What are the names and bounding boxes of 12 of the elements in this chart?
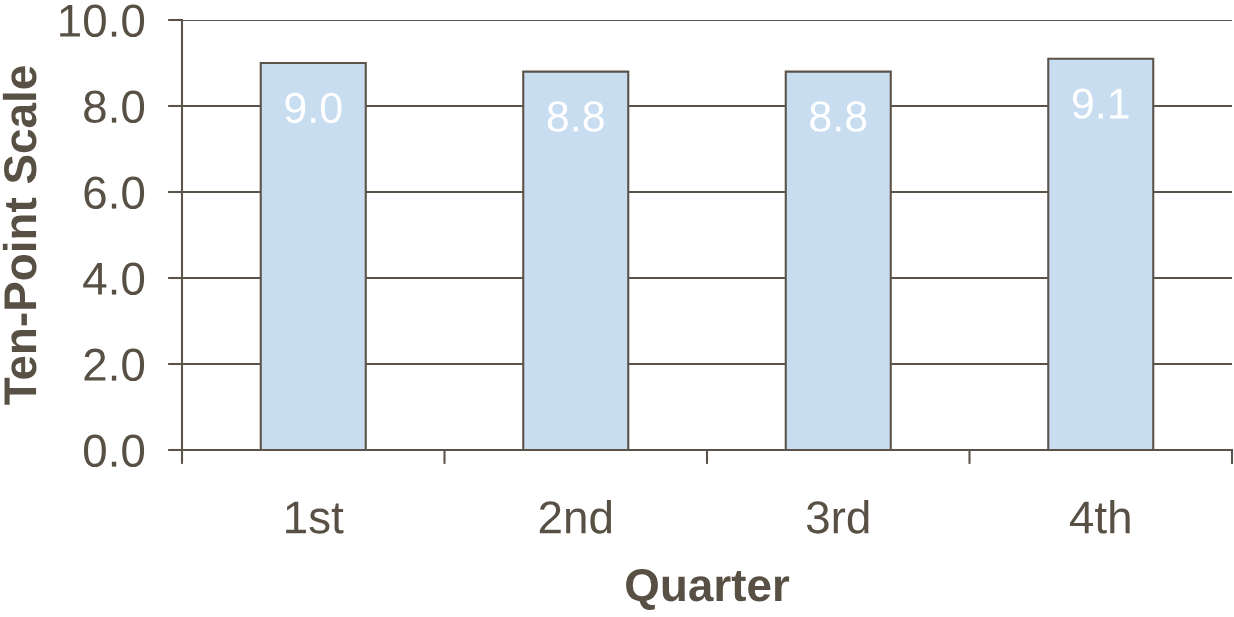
x-axis-title: Quarter [626, 568, 790, 610]
x-tick-label: 1st [286, 501, 344, 534]
y-tick-label: 6.0 [84, 176, 145, 210]
y-tick-label: 4.0 [83, 262, 145, 296]
y-tick-label: 8.0 [84, 90, 145, 124]
x-tick-label: 4th [1069, 500, 1130, 534]
y-tick-label: 2.0 [84, 348, 145, 382]
y-axis-title: Ten-Point Scale [2, 66, 37, 405]
x-tick-label: 3rd [806, 500, 869, 534]
y-tick-label: 10.0 [60, 4, 145, 38]
x-tick-label: 2nd [539, 500, 612, 534]
y-tick-label: 0.0 [83, 434, 145, 468]
